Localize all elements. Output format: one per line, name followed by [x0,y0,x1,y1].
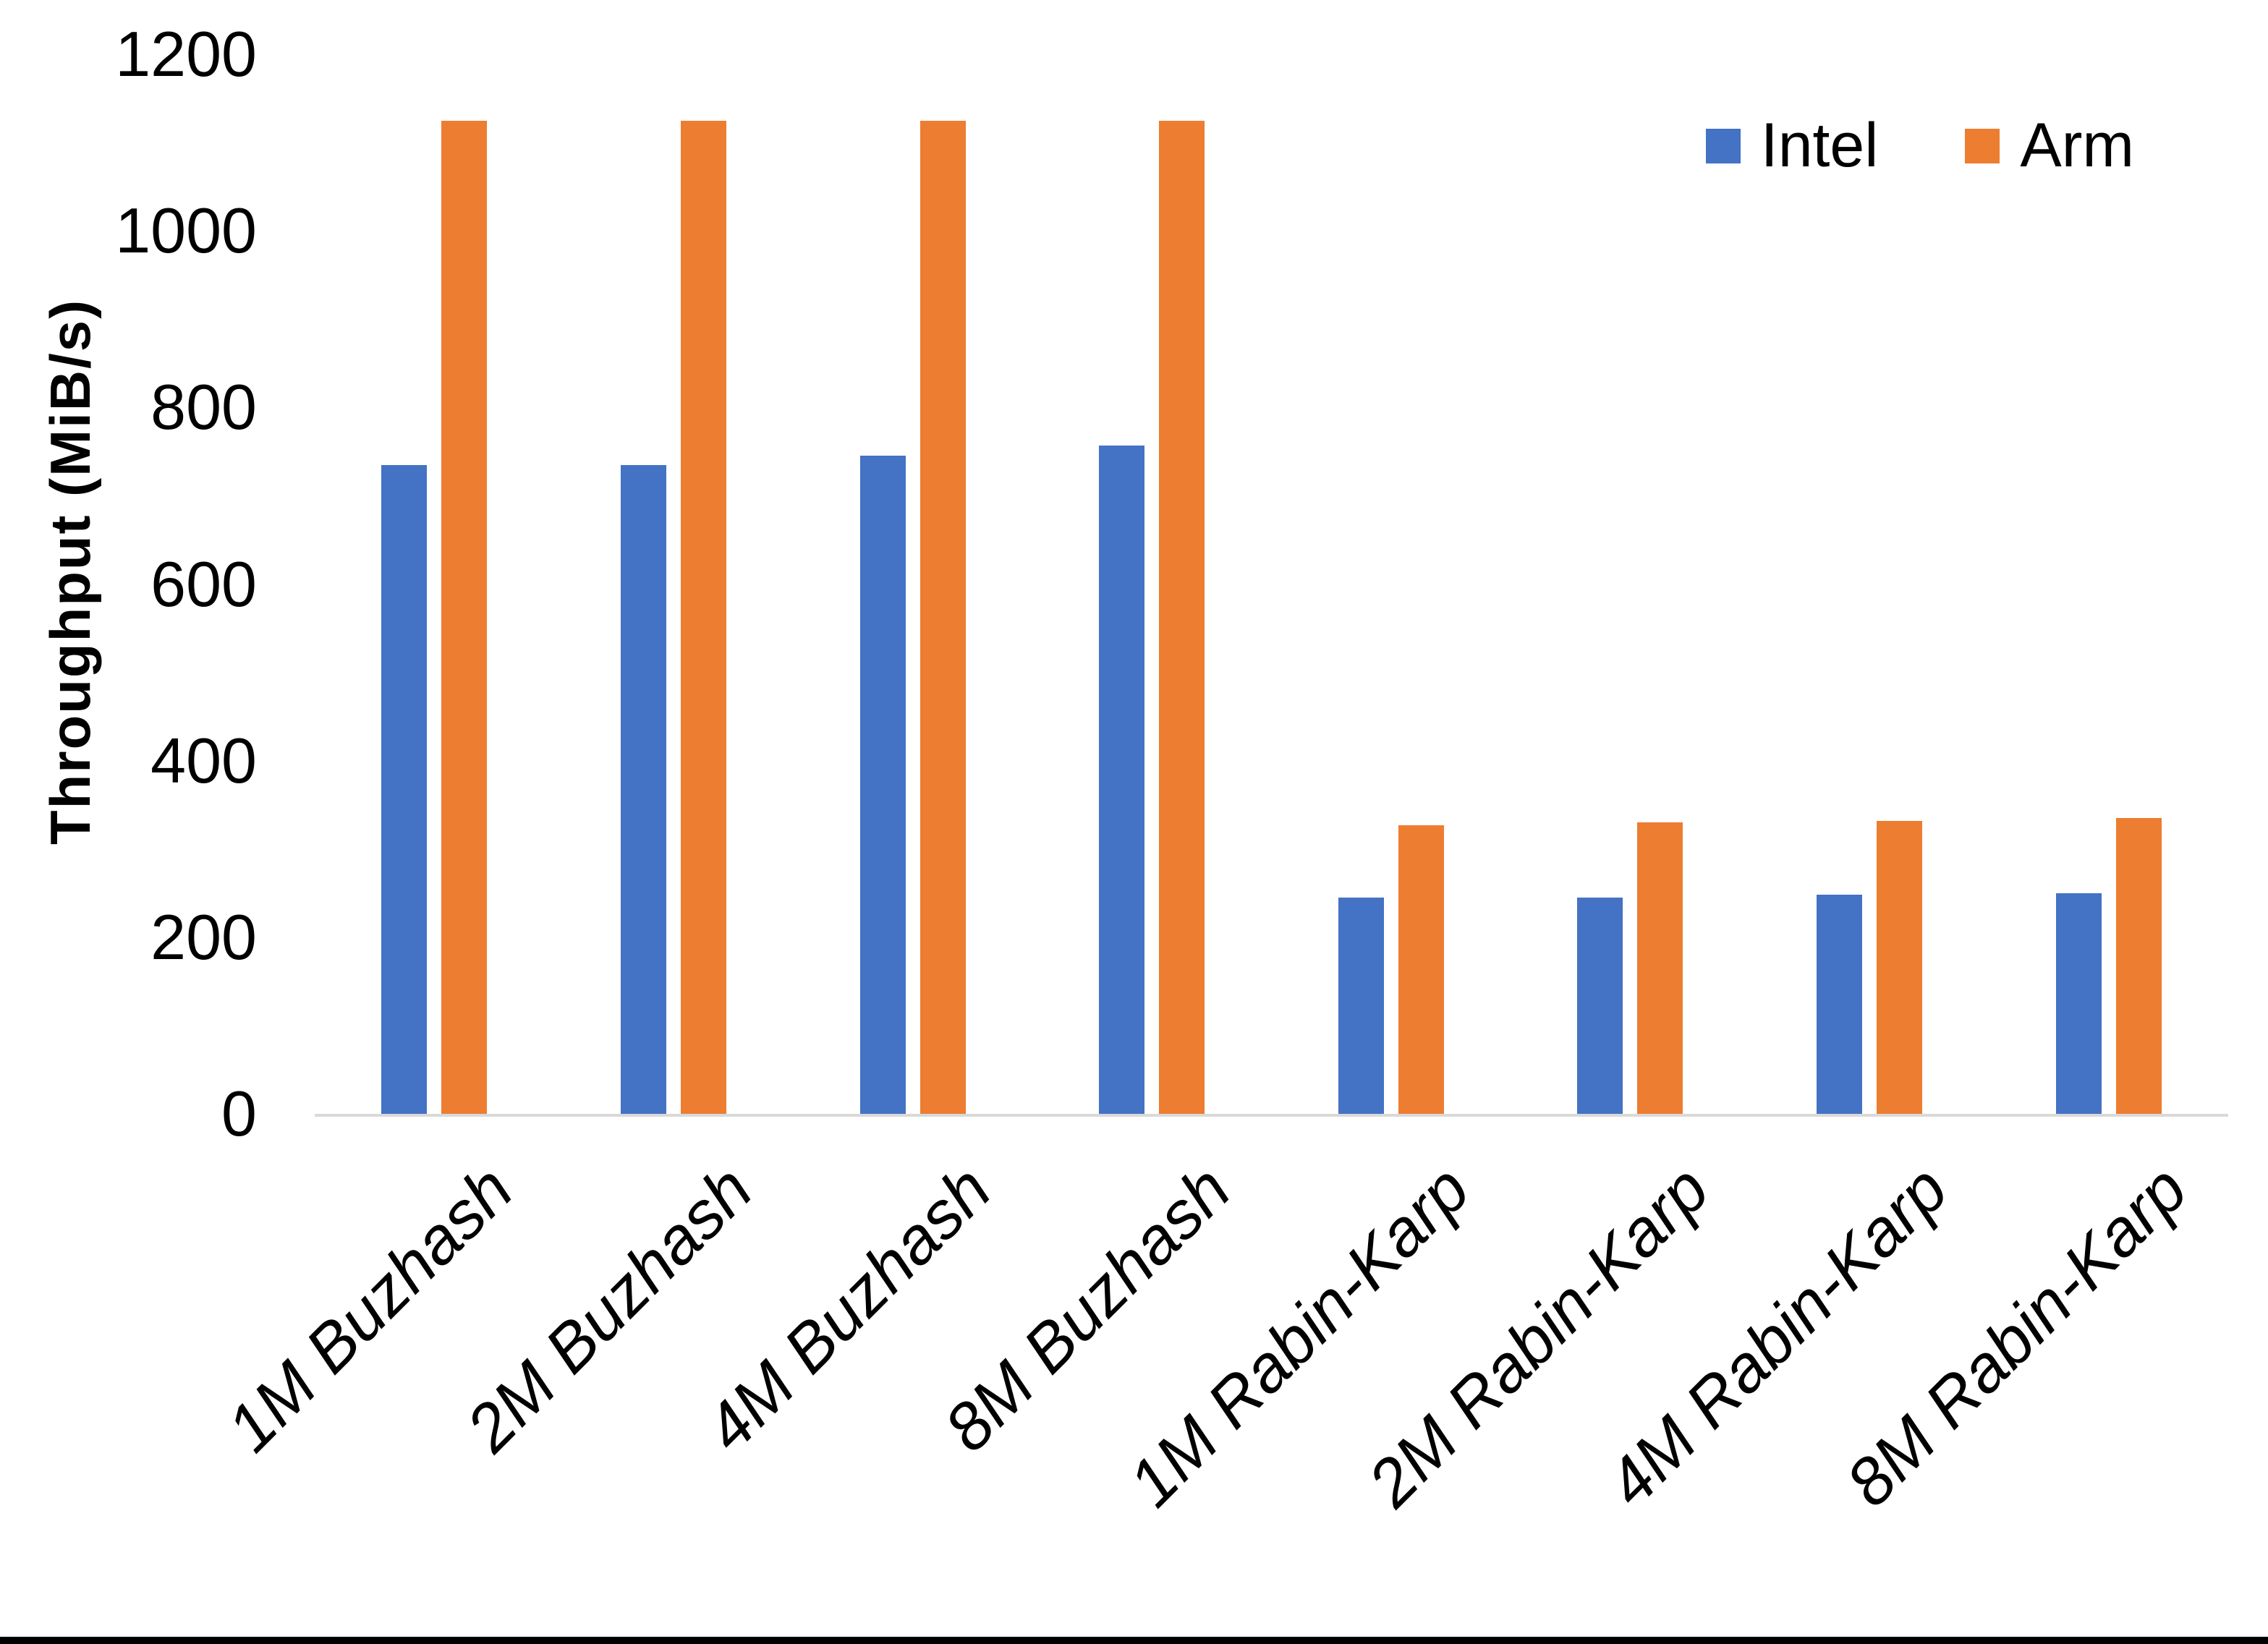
bar-intel-1m-buzhash [381,465,427,1114]
y-tick-label-200: 200 [150,900,257,973]
bar-arm-1m-buzhash [441,121,487,1114]
y-tick-label-0: 0 [221,1078,257,1149]
legend-swatch-intel [1705,128,1741,163]
bar-intel-2m-rabin-karp [1577,898,1623,1114]
legend-swatch-arm [1965,128,2000,163]
x-axis-line [315,1114,2228,1117]
bar-arm-2m-rabin-karp [1637,822,1683,1114]
legend-item-arm: Arm [1965,110,2134,182]
bar-arm-4m-rabin-karp [1877,821,1922,1114]
bar-intel-8m-rabin-karp [2056,893,2102,1114]
y-tick-label-1200: 1200 [115,18,257,90]
bar-intel-8m-buzhash [1099,446,1144,1114]
bar-arm-4m-buzhash [920,121,966,1114]
bar-intel-4m-buzhash [860,456,906,1114]
bottom-border [0,1637,2268,1644]
bar-arm-1m-rabin-karp [1398,825,1444,1114]
bar-arm-8m-buzhash [1159,121,1205,1114]
y-tick-label-400: 400 [150,724,257,796]
legend-label-intel: Intel [1760,111,1879,180]
bar-arm-8m-rabin-karp [2116,818,2162,1114]
legend-item-intel: Intel [1705,110,1879,182]
bar-intel-1m-rabin-karp [1338,898,1384,1114]
bar-arm-2m-buzhash [681,121,726,1114]
y-tick-label-800: 800 [150,371,257,443]
y-tick-label-1000: 1000 [115,195,257,267]
legend: Intel Arm [1705,110,2134,182]
bar-intel-4m-rabin-karp [1817,895,1862,1114]
y-tick-label-600: 600 [150,548,257,620]
legend-label-arm: Arm [2020,111,2134,180]
bar-intel-2m-buzhash [621,465,666,1114]
